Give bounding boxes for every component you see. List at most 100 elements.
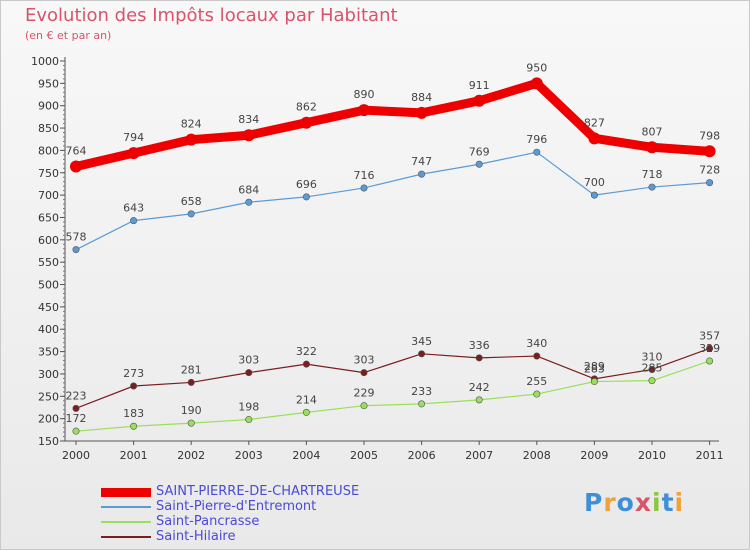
data-label: 183 [123,407,144,420]
data-label: 357 [699,329,720,342]
x-tick-label: 2000 [62,449,90,462]
data-point [72,427,80,435]
data-point [473,94,486,107]
data-point [703,145,716,158]
x-tick-label: 2004 [292,449,320,462]
x-tick-label: 2011 [696,449,724,462]
data-label: 345 [411,335,432,348]
proxiti-logo: Proxiti [584,488,685,517]
series-0: 764 794 824 834 862 890 884 911 950 827 807 798 [66,61,720,173]
data-label: 862 [296,101,317,114]
data-point [588,132,601,145]
data-point [360,369,368,377]
x-tick-label: 2002 [177,449,205,462]
x-axis-ticks: 2000 2001 2002 2003 2004 2005 2006 2007 2008 2009… [62,441,724,462]
legend-swatch-saint-pierre-d-entremont [101,506,151,508]
data-point [185,133,198,146]
y-tick-label: 800 [38,144,59,157]
data-label: 322 [296,345,317,358]
data-label: 794 [123,131,144,144]
chart-subtitle: (en € et par an) [25,29,112,42]
data-label: 303 [238,354,259,367]
legend-label-saint-pierre-de-chartreuse: SAINT-PIERRE-DE-CHARTREUSE [156,484,360,499]
x-tick-label: 2007 [465,449,493,462]
chart-title: Evolution des Impôts locaux par Habitant [25,5,398,26]
legend-label-saint-hilaire: Saint-Hilaire [156,529,236,544]
data-label: 911 [469,79,490,92]
data-label: 255 [526,375,547,388]
data-label: 764 [66,145,87,158]
data-point [475,160,483,168]
data-point [302,360,310,368]
legend-swatch-saint-hilaire [101,536,151,538]
data-point [418,170,426,178]
y-tick-label: 650 [38,211,59,224]
data-label: 834 [238,113,259,126]
series-2: 172 183 190 198 214 229 233 242 255 283 285 329 [66,342,720,435]
data-label: 716 [354,169,375,182]
data-label: 658 [181,195,202,208]
data-point [533,390,541,398]
data-point [130,382,138,390]
y-tick-label: 850 [38,122,59,135]
legend-swatch-saint-pierre-de-chartreuse [101,488,151,497]
x-tick-label: 2003 [235,449,263,462]
data-label: 827 [584,116,605,129]
y-axis-ticks: 150 200 250 300 350 400 450 500 550 600 650 700 750 8… [31,55,65,448]
y-tick-label: 300 [38,368,59,381]
y-tick-label: 350 [38,346,59,359]
y-tick-label: 250 [38,390,59,403]
series-line [71,78,715,172]
data-label: 289 [584,360,605,373]
data-point [590,378,598,386]
x-tick-label: 2008 [523,449,551,462]
data-point [646,141,658,154]
data-point [130,217,138,225]
y-tick-label: 550 [38,256,59,269]
series-line [75,347,711,409]
x-tick-label: 2005 [350,449,378,462]
data-point [360,402,368,410]
data-label: 273 [123,367,144,380]
series-1: 578 643 658 684 696 716 747 769 796 700 718 728 [66,133,720,254]
data-point [187,378,195,386]
data-label: 807 [642,125,663,138]
data-point [187,210,195,218]
data-point [706,179,714,187]
data-label: 242 [469,381,490,394]
data-point [360,184,368,192]
data-point [70,160,82,173]
x-tick-label: 2009 [580,449,608,462]
data-label: 172 [66,412,87,425]
y-tick-label: 450 [38,301,59,314]
data-point [706,357,714,365]
data-label: 340 [526,337,547,350]
data-label: 578 [66,231,87,244]
series-line [75,151,711,251]
data-point [245,369,253,377]
data-label: 233 [411,385,432,398]
data-point [127,147,140,160]
legend-swatch-saint-pancrasse [101,521,151,523]
data-label: 718 [642,168,663,181]
data-point [245,416,253,424]
data-point [530,77,543,90]
data-point [475,396,483,404]
y-tick-label: 150 [38,435,59,448]
data-label: 283 [584,363,605,376]
data-point [648,183,656,191]
data-label: 696 [296,178,317,191]
data-label: 798 [699,129,720,142]
data-label: 223 [66,389,87,402]
data-label: 336 [469,339,490,352]
data-point [533,148,541,156]
data-point [418,350,426,358]
data-point [72,404,80,412]
data-point [358,104,370,117]
chart-axes [63,57,719,442]
data-label: 643 [123,202,144,215]
data-point [475,354,483,362]
y-tick-label: 500 [38,279,59,292]
data-point [300,116,313,129]
